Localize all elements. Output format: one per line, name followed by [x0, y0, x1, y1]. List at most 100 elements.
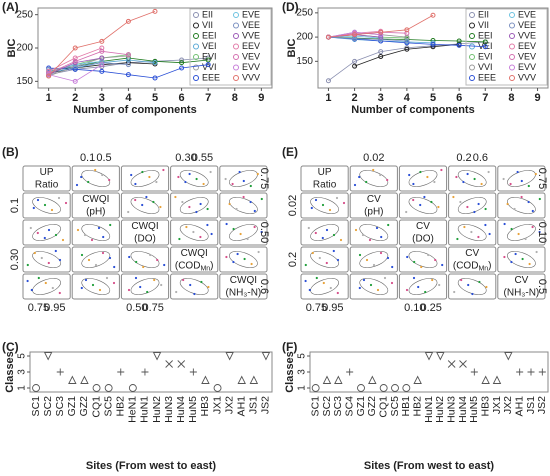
- legend-symbol: [233, 75, 239, 81]
- class-marker: [177, 360, 186, 368]
- sample-dot: [434, 258, 437, 262]
- sample-dot: [256, 172, 259, 176]
- point: [99, 45, 105, 51]
- sample-dot: [322, 281, 325, 285]
- legend-label: EVE: [242, 9, 260, 19]
- x-tick-label: 9: [534, 92, 540, 104]
- sample-dot: [467, 283, 470, 287]
- sample-dot: [412, 276, 416, 280]
- sample-dot: [321, 236, 324, 240]
- axis-tick-label: 0.10: [404, 302, 425, 314]
- x-tick-label: 1: [46, 92, 52, 104]
- sample-dot: [97, 226, 101, 230]
- x-tick-label: 4: [125, 92, 132, 104]
- sample-dot: [531, 209, 534, 213]
- legend-label: VEI: [478, 41, 493, 51]
- axis-tick-label: 0.75: [258, 168, 270, 189]
- sample-dot: [362, 278, 366, 282]
- x-tick-label: 8: [232, 92, 238, 104]
- class-marker: [459, 360, 467, 368]
- sample-dot: [387, 223, 390, 227]
- matrix-cell: [71, 246, 120, 273]
- x-tick-label: 5: [430, 92, 436, 104]
- sample-dot: [102, 235, 105, 239]
- sample-dot: [26, 263, 29, 267]
- class-marker: [481, 375, 490, 384]
- matrix-cell: [497, 273, 546, 300]
- point: [404, 38, 410, 44]
- sample-dot: [127, 288, 131, 292]
- sample-dot: [101, 251, 105, 255]
- sample-dot: [202, 182, 205, 186]
- sample-dot: [488, 232, 491, 236]
- variable-label: (CODMn): [453, 260, 492, 272]
- y-tick-label: 5: [297, 353, 308, 359]
- sample-dot: [250, 262, 253, 266]
- sample-dot: [332, 249, 335, 253]
- sample-dot: [329, 286, 332, 290]
- sample-dot: [51, 286, 54, 290]
- point: [482, 39, 488, 45]
- x-tick-label: JS2: [260, 396, 272, 414]
- sample-dot: [159, 205, 162, 209]
- legend-symbol: [509, 54, 515, 60]
- sample-dot: [358, 175, 361, 179]
- class-marker: [322, 375, 332, 384]
- sample-dot: [58, 258, 62, 262]
- cluster-ellipse: [32, 224, 61, 241]
- x-tick-label: SC5: [389, 396, 401, 417]
- sample-dot: [54, 249, 57, 253]
- x-tick-label: HB2: [411, 396, 423, 417]
- plot-frame: [29, 351, 273, 393]
- sample-dot: [520, 179, 523, 183]
- sample-dot: [440, 168, 443, 172]
- plot-frame: [309, 351, 549, 393]
- cluster-ellipse: [310, 251, 339, 268]
- cluster-ellipse: [130, 170, 160, 187]
- sample-dot: [390, 281, 394, 285]
- cluster-ellipse: [507, 197, 536, 214]
- sample-dot: [376, 288, 380, 292]
- sample-dot: [510, 260, 513, 264]
- class-marker: [261, 352, 271, 361]
- class-marker: [104, 384, 113, 392]
- point: [152, 8, 158, 14]
- x-tick-label: SC5: [102, 396, 114, 417]
- legend-label: EEV: [242, 41, 260, 51]
- x-tick-label: SC3: [332, 396, 344, 417]
- legend-symbol: [233, 22, 239, 29]
- sample-dot: [40, 256, 43, 260]
- series-line: [328, 36, 407, 42]
- sample-dot: [87, 258, 91, 262]
- sample-dot: [101, 173, 104, 177]
- sample-dot: [534, 172, 537, 176]
- y-axis-label: Classes: [4, 351, 16, 393]
- axis-tick-label: 0.6: [473, 152, 488, 164]
- variable-label: UP: [318, 167, 332, 178]
- x-tick-label: HuN5: [468, 396, 480, 423]
- variable-label: Ratio: [35, 179, 59, 190]
- class-marker: [516, 368, 524, 376]
- series-line: [48, 55, 129, 77]
- variable-label-part: (NH₃-N): [504, 287, 540, 298]
- point: [72, 78, 78, 84]
- sample-dot: [517, 232, 520, 236]
- cluster-ellipse: [507, 170, 536, 187]
- sample-dot: [50, 208, 54, 212]
- sample-dot: [257, 250, 260, 254]
- matrix-cell: [300, 192, 349, 219]
- sample-dot: [175, 290, 178, 294]
- x-axis-label: Sites (From west to east): [364, 460, 495, 472]
- cluster-ellipse: [130, 278, 160, 295]
- x-tick-label: 1: [325, 92, 331, 104]
- sample-dot: [141, 170, 144, 174]
- matrix-cell: [170, 192, 219, 219]
- sample-dot: [206, 207, 209, 211]
- sample-dot: [419, 170, 422, 174]
- cluster-ellipse: [408, 251, 438, 268]
- legend-label: VVI: [478, 62, 493, 72]
- matrix-cell: [71, 219, 120, 246]
- class-marker: [346, 368, 354, 376]
- sample-dot: [209, 170, 212, 174]
